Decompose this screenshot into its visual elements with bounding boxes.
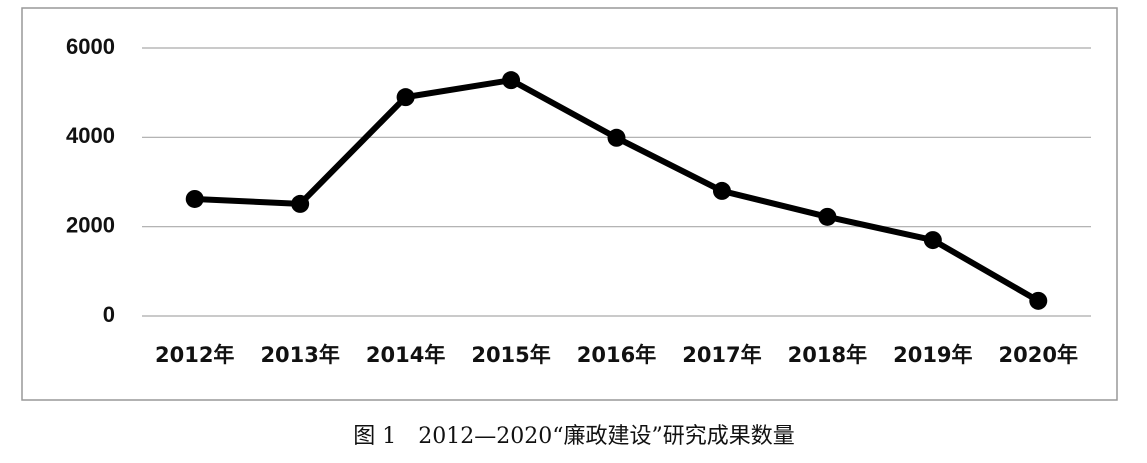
x-tick-label: 2018年 <box>788 343 867 367</box>
y-tick-label: 2000 <box>66 212 115 237</box>
x-tick-label: 2016年 <box>577 343 656 367</box>
data-point <box>291 194 310 213</box>
data-point <box>1029 291 1048 310</box>
data-line <box>194 77 1040 304</box>
data-point <box>396 88 415 107</box>
y-tick-label: 0 <box>103 302 115 327</box>
x-tick-label: 2014年 <box>366 343 445 367</box>
data-point <box>185 189 204 208</box>
x-tick-label: 2020年 <box>999 343 1078 367</box>
x-tick-label: 2013年 <box>260 343 339 367</box>
data-point <box>923 231 942 250</box>
chart-caption: 图 1 2012—2020“廉政建设”研究成果数量 <box>353 424 794 449</box>
data-point <box>607 128 626 147</box>
y-tick-label: 4000 <box>66 123 115 148</box>
x-tick-label: 2012年 <box>155 343 234 367</box>
x-tick-label: 2017年 <box>682 343 761 367</box>
data-point <box>712 181 731 200</box>
data-point <box>502 71 521 90</box>
data-point <box>818 207 837 226</box>
x-tick-label: 2019年 <box>893 343 972 367</box>
y-tick-label: 6000 <box>66 34 115 59</box>
x-tick-label: 2015年 <box>471 343 550 367</box>
chart-frame <box>21 7 1118 401</box>
